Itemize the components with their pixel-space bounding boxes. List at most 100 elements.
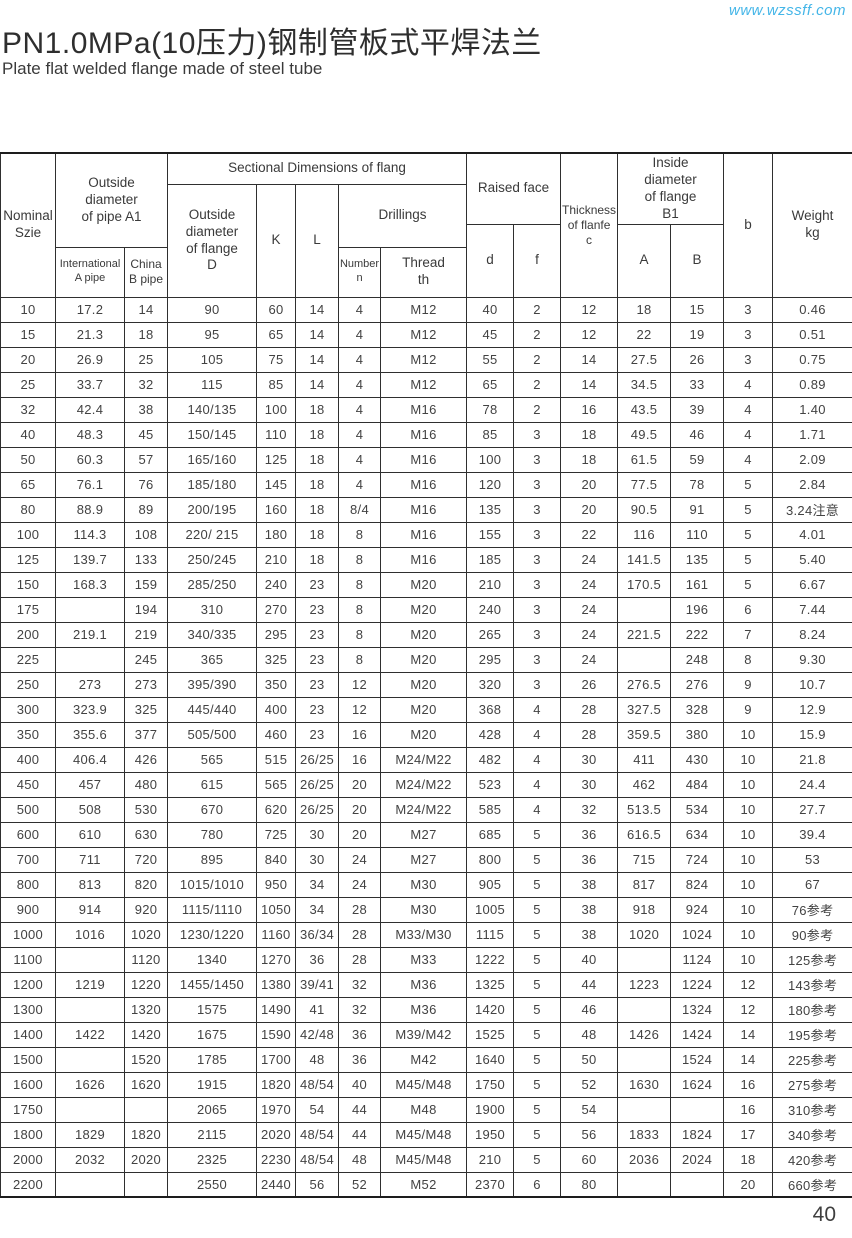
table-cell: 615	[167, 771, 257, 798]
table-cell: 1220	[124, 971, 168, 998]
table-cell: M20	[379, 646, 468, 673]
table-cell: 4	[338, 321, 381, 348]
table-cell: 3	[513, 471, 562, 498]
table-cell: 120	[466, 471, 515, 498]
table-cell	[617, 646, 672, 673]
table-cell: 248	[670, 646, 725, 673]
table-cell: 924	[670, 896, 725, 923]
table-cell: 0.75	[772, 346, 852, 373]
table-cell: 310参考	[772, 1096, 852, 1123]
table-cell: 23	[295, 571, 339, 598]
table-cell: 221.5	[617, 621, 672, 648]
table-cell: 240	[466, 596, 515, 623]
table-cell: 210	[256, 546, 296, 573]
table-cell: 78	[670, 471, 725, 498]
table-cell: M20	[379, 621, 468, 648]
table-cell: M42	[379, 1046, 468, 1073]
table-cell: 60	[560, 1146, 619, 1173]
table-cell: 400	[0, 746, 56, 773]
table-cell: M20	[379, 696, 468, 723]
table-row: 175 194 310 270 23 8 M20 240 3 24 196 6 7.44	[0, 596, 852, 623]
table-cell: 14	[295, 346, 339, 373]
table-cell: 245	[124, 646, 168, 673]
table-cell	[55, 1096, 125, 1123]
table-cell: 168.3	[55, 571, 125, 598]
table-cell: 5	[513, 1046, 562, 1073]
table-cell: 634	[670, 821, 725, 848]
table-cell: 1820	[124, 1121, 168, 1148]
table-cell: 210	[466, 571, 515, 598]
table-cell: 14	[723, 1046, 774, 1073]
table-cell: 175	[0, 596, 56, 623]
table-cell: 95	[167, 321, 257, 348]
table-cell: 185/180	[167, 471, 257, 498]
table-cell: 1675	[167, 1021, 257, 1048]
table-cell: 46	[560, 996, 619, 1023]
table-cell: 55	[466, 346, 515, 373]
table-cell: 139.7	[55, 546, 125, 573]
table-cell: M12	[379, 346, 468, 373]
table-cell: 4	[723, 421, 774, 448]
table-cell: 406.4	[55, 746, 125, 773]
table-cell: 1750	[0, 1096, 56, 1123]
table-cell: 143参考	[772, 971, 852, 998]
table-cell: 20	[338, 796, 381, 823]
table-cell: 327.5	[617, 696, 672, 723]
table-cell: 8	[338, 621, 381, 648]
table-cell: 141.5	[617, 546, 672, 573]
table-cell: 400	[256, 696, 296, 723]
table-cell: 61.5	[617, 446, 672, 473]
table-cell	[617, 996, 672, 1023]
table-cell: 1050	[256, 896, 296, 923]
col-header-thickness-c: Thickness of flanfe c	[560, 152, 619, 298]
table-cell: M20	[379, 721, 468, 748]
table-cell: 110	[256, 421, 296, 448]
table-cell: 30	[295, 846, 339, 873]
table-cell: 0.46	[772, 296, 852, 323]
table-cell: 5	[723, 496, 774, 523]
table-cell: 2	[513, 396, 562, 423]
table-row: 700 711 720 895 840 30 24 M27 800 5 36 715 724 10 53	[0, 846, 852, 873]
table-cell: 523	[466, 771, 515, 798]
table-cell: 711	[55, 846, 125, 873]
table-cell: 125参考	[772, 946, 852, 973]
table-cell: 42/48	[295, 1021, 339, 1048]
table-cell: 14	[295, 321, 339, 348]
table-cell: 920	[124, 896, 168, 923]
page-title: PN1.0MPa(10压力)钢制管板式平焊法兰	[2, 27, 542, 60]
table-row: 1000 1016 1020 1230/1220 1160 36/34 28 M33/M30 1…	[0, 921, 852, 948]
table-cell: 12	[723, 996, 774, 1023]
table-cell: 150	[0, 571, 56, 598]
table-cell: 36	[295, 946, 339, 973]
table-header: Nominal Szie Outside diameter of pipe A1…	[0, 152, 852, 298]
table-cell: M20	[379, 596, 468, 623]
table-row: 20 26.9 25 105 75 14 4 M12 55 2 14 27.5 26 3 0.75	[0, 346, 852, 373]
table-cell: 170.5	[617, 571, 672, 598]
table-cell: 185	[466, 546, 515, 573]
table-cell: 2370	[466, 1171, 515, 1198]
table-cell: 250/245	[167, 546, 257, 573]
table-cell: 76.1	[55, 471, 125, 498]
table-cell: 310	[167, 596, 257, 623]
table-cell: 18	[617, 296, 672, 323]
table-cell: 8	[338, 571, 381, 598]
flange-spec-table: Nominal Szie Outside diameter of pipe A1…	[0, 152, 852, 1198]
table-cell: 24	[560, 546, 619, 573]
table-cell: 115	[167, 371, 257, 398]
table-cell: M48	[379, 1096, 468, 1123]
table-cell: 1270	[256, 946, 296, 973]
table-cell: 325	[124, 696, 168, 723]
table-cell: 1100	[0, 946, 56, 973]
table-cell: 4	[338, 446, 381, 473]
table-cell: 59	[670, 446, 725, 473]
table-cell: 100	[0, 521, 56, 548]
table-cell: 60	[256, 296, 296, 323]
table-cell: 1424	[670, 1021, 725, 1048]
col-header-d: d	[466, 223, 515, 298]
table-cell: 1824	[670, 1121, 725, 1148]
table-cell: 10.7	[772, 671, 852, 698]
table-cell: 482	[466, 746, 515, 773]
table-cell: 250	[0, 671, 56, 698]
table-cell: M24/M22	[379, 796, 468, 823]
